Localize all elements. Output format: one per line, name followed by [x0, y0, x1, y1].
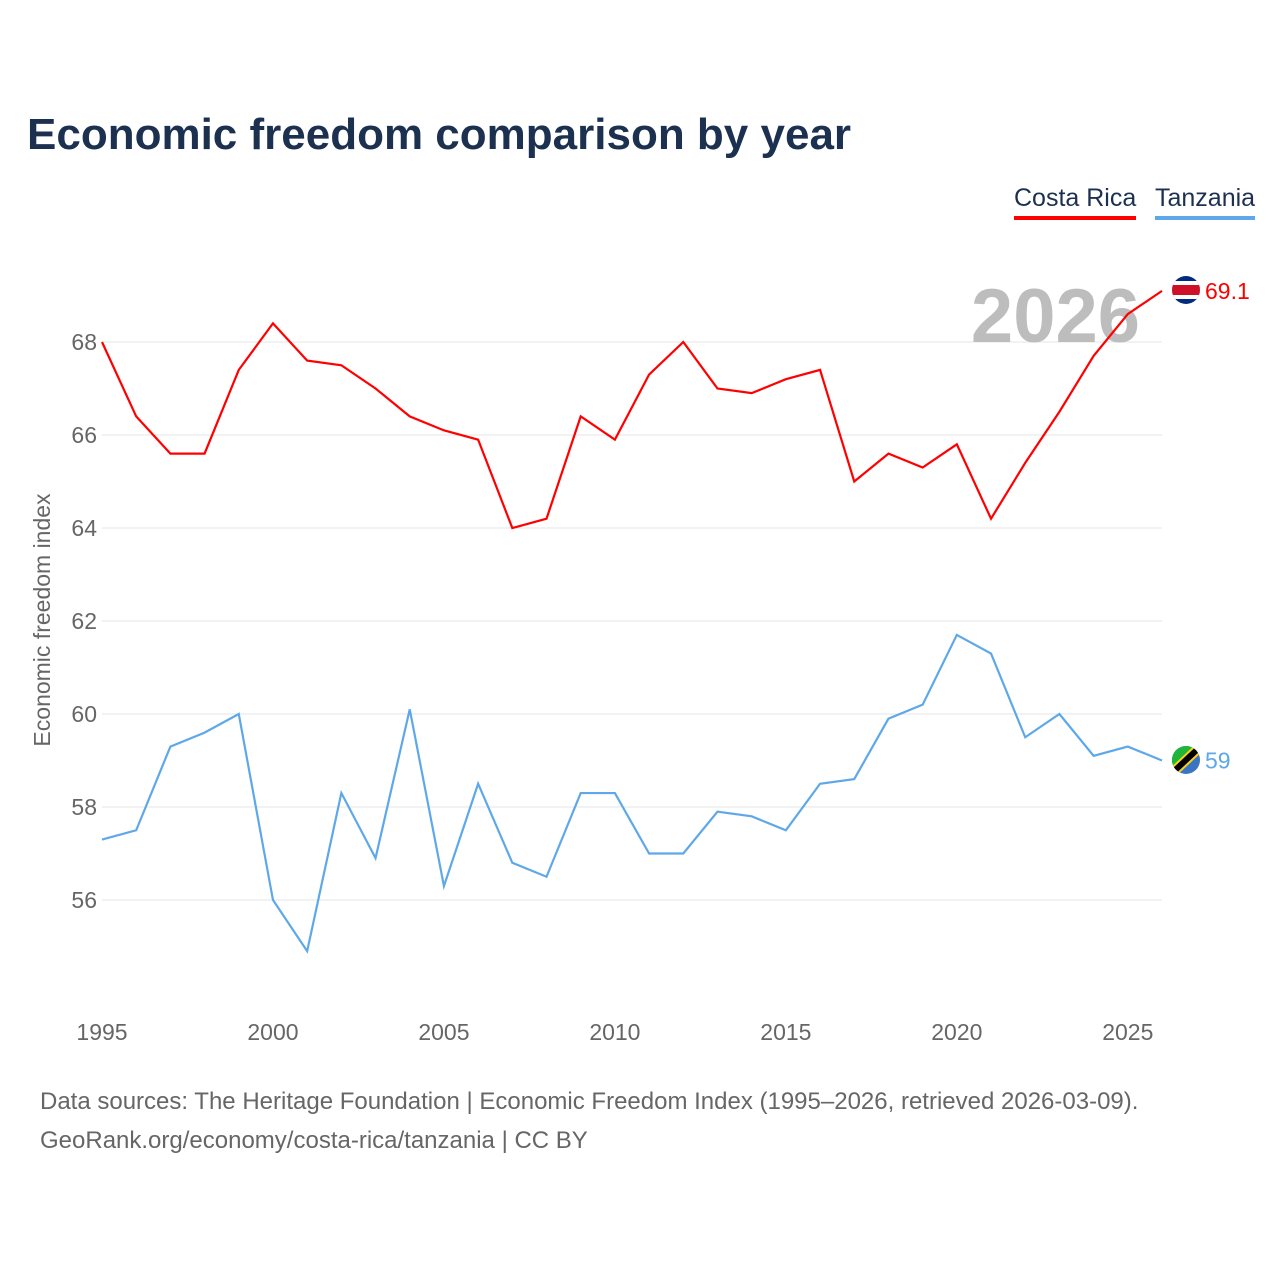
x-tick-label: 2000 [247, 1019, 298, 1045]
data-point[interactable] [578, 790, 584, 796]
data-point[interactable] [988, 651, 994, 657]
y-axis-label: Economic freedom index [29, 493, 55, 747]
data-point[interactable] [270, 320, 276, 326]
data-point[interactable] [1159, 758, 1165, 764]
series-line-costa-rica [101, 289, 1163, 530]
y-tick-label: 68 [71, 329, 97, 355]
data-point[interactable] [714, 386, 720, 392]
x-tick-label: 2020 [931, 1019, 982, 1045]
data-point[interactable] [1022, 734, 1028, 740]
data-point[interactable] [578, 413, 584, 419]
data-point[interactable] [646, 372, 652, 378]
data-point[interactable] [99, 339, 105, 345]
footer-link[interactable]: GeoRank.org/economy/costa-rica/tanzania … [40, 1127, 588, 1154]
data-point[interactable] [920, 465, 926, 471]
data-point[interactable] [236, 367, 242, 373]
end-value-label: 59 [1205, 748, 1231, 774]
data-point[interactable] [236, 711, 242, 717]
data-point[interactable] [304, 948, 310, 954]
data-point[interactable] [680, 851, 686, 857]
data-point[interactable] [920, 702, 926, 708]
data-point[interactable] [1022, 460, 1028, 466]
chart-title: Economic freedom comparison by year [27, 110, 852, 159]
data-point[interactable] [954, 632, 960, 638]
data-point[interactable] [99, 837, 105, 843]
year-annotation: 2026 [971, 274, 1140, 359]
y-tick-label: 66 [71, 422, 97, 448]
x-tick-label: 2010 [589, 1019, 640, 1045]
footer-sources: Data sources: The Heritage Foundation | … [40, 1088, 1139, 1115]
data-point[interactable] [167, 744, 173, 750]
data-point[interactable] [202, 730, 208, 736]
data-point[interactable] [612, 437, 618, 443]
data-point[interactable] [885, 716, 891, 722]
data-point[interactable] [373, 855, 379, 861]
data-point[interactable] [441, 427, 447, 433]
y-tick-label: 62 [71, 608, 97, 634]
data-point[interactable] [646, 851, 652, 857]
data-point[interactable] [783, 827, 789, 833]
x-tick-label: 1995 [76, 1019, 127, 1045]
data-point[interactable] [544, 874, 550, 880]
data-point[interactable] [1091, 753, 1097, 759]
data-point[interactable] [270, 897, 276, 903]
data-point[interactable] [167, 451, 173, 457]
series-line-tanzania [101, 633, 1163, 954]
tanzania-flag-icon [1172, 746, 1200, 774]
data-point[interactable] [1056, 409, 1062, 415]
data-point[interactable] [475, 437, 481, 443]
data-point[interactable] [817, 367, 823, 373]
data-point[interactable] [133, 827, 139, 833]
y-tick-label: 58 [71, 794, 97, 820]
data-point[interactable] [202, 451, 208, 457]
data-point[interactable] [1125, 744, 1131, 750]
data-point[interactable] [612, 790, 618, 796]
data-point[interactable] [1091, 353, 1097, 359]
costa-rica-flag-icon [1172, 276, 1200, 304]
data-point[interactable] [1159, 288, 1165, 294]
x-tick-label: 2005 [418, 1019, 469, 1045]
data-point[interactable] [133, 413, 139, 419]
data-point[interactable] [783, 376, 789, 382]
x-tick-label: 2025 [1102, 1019, 1153, 1045]
data-point[interactable] [680, 339, 686, 345]
legend-tanzania[interactable]: Tanzania [1155, 184, 1256, 220]
data-point[interactable] [544, 516, 550, 522]
data-point[interactable] [509, 860, 515, 866]
data-point[interactable] [1125, 311, 1131, 317]
data-point[interactable] [817, 781, 823, 787]
data-point[interactable] [407, 706, 413, 712]
data-point[interactable] [1056, 711, 1062, 717]
data-point[interactable] [304, 358, 310, 364]
end-value-label: 69.1 [1205, 278, 1250, 304]
data-point[interactable] [851, 776, 857, 782]
data-point[interactable] [885, 451, 891, 457]
data-point[interactable] [988, 516, 994, 522]
x-tick-label: 2015 [760, 1019, 811, 1045]
data-point[interactable] [475, 781, 481, 787]
data-point[interactable] [749, 390, 755, 396]
data-point[interactable] [338, 790, 344, 796]
data-point[interactable] [441, 883, 447, 889]
data-point[interactable] [714, 809, 720, 815]
data-point[interactable] [954, 441, 960, 447]
data-point[interactable] [373, 386, 379, 392]
data-point[interactable] [749, 813, 755, 819]
data-point[interactable] [407, 413, 413, 419]
legend-costa-rica[interactable]: Costa Rica [1014, 184, 1137, 220]
y-tick-label: 64 [71, 515, 97, 541]
y-tick-label: 56 [71, 887, 97, 913]
y-tick-label: 60 [71, 701, 97, 727]
data-point[interactable] [338, 362, 344, 368]
data-point[interactable] [851, 479, 857, 485]
data-point[interactable] [509, 525, 515, 531]
